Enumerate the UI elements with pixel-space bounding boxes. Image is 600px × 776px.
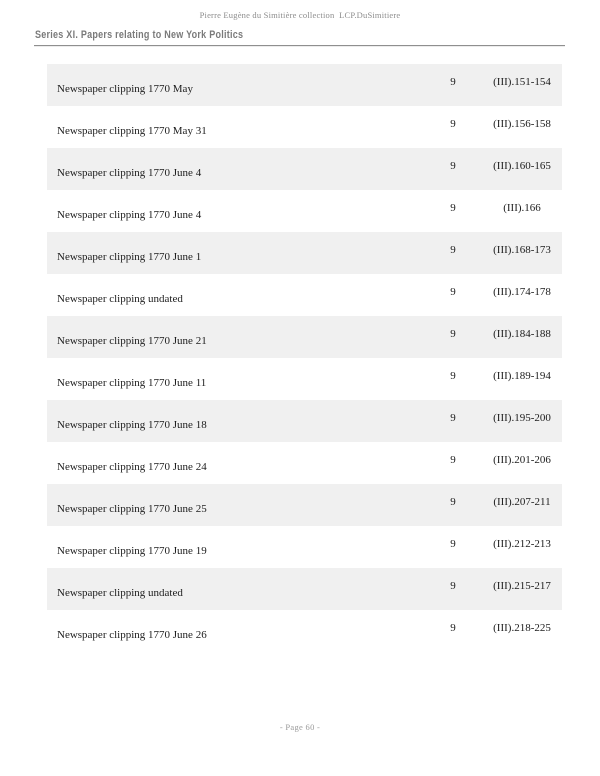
- item-box-number: 9: [450, 118, 456, 130]
- series-title: Series XI. Papers relating to New York P…: [35, 29, 244, 41]
- header-divider: [34, 45, 565, 47]
- item-title: Newspaper clipping 1770 June 25: [57, 503, 207, 515]
- item-box-number: 9: [450, 244, 456, 256]
- item-title: Newspaper clipping 1770 June 4: [57, 167, 202, 179]
- item-page-ref: (III).215-217: [493, 580, 551, 592]
- table-row: Newspaper clipping 1770 May 31 9 (III).1…: [47, 106, 562, 148]
- item-title: Newspaper clipping 1770 June 19: [57, 545, 207, 557]
- item-page-ref: (III).151-154: [493, 76, 551, 88]
- item-page-ref: (III).195-200: [493, 412, 551, 424]
- item-box-number: 9: [450, 622, 456, 634]
- table-row: Newspaper clipping 1770 June 11 9 (III).…: [47, 358, 562, 400]
- item-title: Newspaper clipping undated: [57, 587, 183, 599]
- item-box-number: 9: [450, 412, 456, 424]
- table-row: Newspaper clipping undated 9 (III).174-1…: [47, 274, 562, 316]
- item-page-ref: (III).160-165: [493, 160, 551, 172]
- item-page-ref: (III).201-206: [493, 454, 551, 466]
- item-box-number: 9: [450, 76, 456, 88]
- item-box-number: 9: [450, 496, 456, 508]
- table-row: Newspaper clipping undated 9 (III).215-2…: [47, 568, 562, 610]
- item-title: Newspaper clipping 1770 May: [57, 83, 193, 95]
- table-row: Newspaper clipping 1770 June 19 9 (III).…: [47, 526, 562, 568]
- item-page-ref: (III).168-173: [493, 244, 551, 256]
- item-title: Newspaper clipping 1770 June 1: [57, 251, 202, 263]
- item-page-ref: (III).184-188: [493, 328, 551, 340]
- item-box-number: 9: [450, 286, 456, 298]
- item-title: Newspaper clipping 1770 June 26: [57, 629, 207, 641]
- item-box-number: 9: [450, 538, 456, 550]
- item-box-number: 9: [450, 580, 456, 592]
- table-row: Newspaper clipping 1770 June 4 9 (III).1…: [47, 148, 562, 190]
- table-row: Newspaper clipping 1770 June 4 9 (III).1…: [47, 190, 562, 232]
- item-title: Newspaper clipping 1770 June 24: [57, 461, 207, 473]
- items-table: Newspaper clipping 1770 May 9 (III).151-…: [47, 64, 562, 652]
- item-box-number: 9: [450, 370, 456, 382]
- table-row: Newspaper clipping 1770 June 25 9 (III).…: [47, 484, 562, 526]
- table-row: Newspaper clipping 1770 June 26 9 (III).…: [47, 610, 562, 652]
- table-row: Newspaper clipping 1770 June 21 9 (III).…: [47, 316, 562, 358]
- table-row: Newspaper clipping 1770 June 24 9 (III).…: [47, 442, 562, 484]
- item-page-ref: (III).212-213: [493, 538, 551, 550]
- item-box-number: 9: [450, 160, 456, 172]
- item-title: Newspaper clipping undated: [57, 293, 183, 305]
- item-title: Newspaper clipping 1770 June 4: [57, 209, 202, 221]
- item-page-ref: (III).218-225: [493, 622, 551, 634]
- table-row: Newspaper clipping 1770 June 1 9 (III).1…: [47, 232, 562, 274]
- item-box-number: 9: [450, 454, 456, 466]
- item-page-ref: (III).174-178: [493, 286, 551, 298]
- item-title: Newspaper clipping 1770 May 31: [57, 125, 207, 137]
- item-box-number: 9: [450, 328, 456, 340]
- item-page-ref: (III).189-194: [493, 370, 551, 382]
- item-page-ref: (III).156-158: [493, 118, 551, 130]
- table-row: Newspaper clipping 1770 May 9 (III).151-…: [47, 64, 562, 106]
- page-number: - Page 60 -: [279, 722, 321, 732]
- item-title: Newspaper clipping 1770 June 21: [57, 335, 207, 347]
- item-box-number: 9: [450, 202, 456, 214]
- item-page-ref: (III).207-211: [493, 496, 551, 508]
- table-row: Newspaper clipping 1770 June 18 9 (III).…: [47, 400, 562, 442]
- collection-header: Pierre Eugène du Simitière collection LC…: [199, 10, 401, 20]
- item-page-ref: (III).166: [503, 202, 541, 214]
- item-title: Newspaper clipping 1770 June 11: [57, 377, 207, 389]
- item-title: Newspaper clipping 1770 June 18: [57, 419, 207, 431]
